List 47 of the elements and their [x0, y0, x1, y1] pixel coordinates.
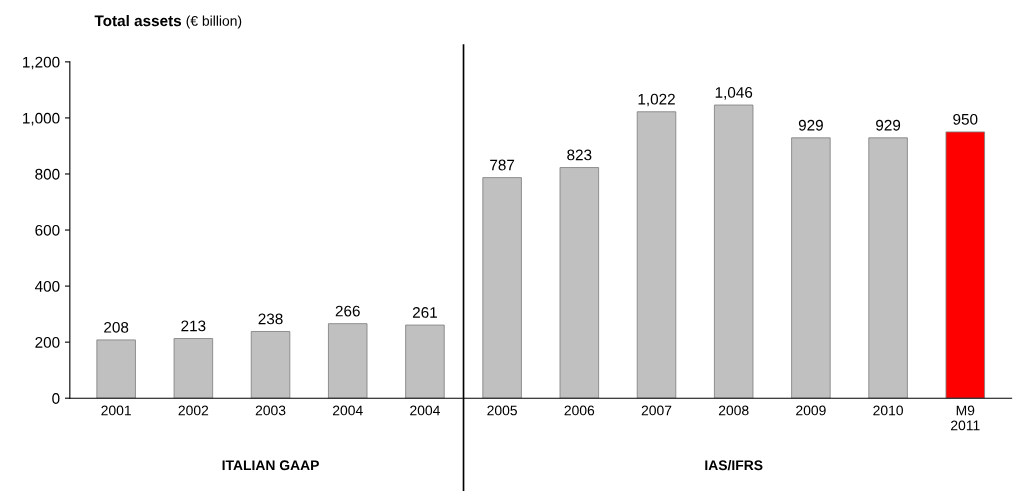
data-label: 950	[953, 113, 978, 125]
text: ITALIAN GAAP	[222, 460, 319, 471]
bar	[96, 339, 136, 399]
x-tick-label: 2002	[178, 405, 209, 416]
data-label: 1,046	[715, 87, 753, 100]
bar	[405, 324, 445, 399]
bar	[945, 131, 985, 399]
x-tick-label: 2003	[255, 405, 286, 416]
data-label: 1,022	[638, 93, 675, 107]
y-tick-label: 400	[34, 280, 60, 292]
bar	[791, 137, 831, 399]
x-tick-label: 2007	[641, 405, 672, 416]
x-tick-label: 2010	[873, 405, 903, 416]
bar	[868, 137, 908, 399]
x-tick-label: 2008	[718, 405, 749, 416]
x-tick-label: 2005	[487, 405, 517, 416]
x-tick-label: 2004	[332, 405, 363, 416]
chart-subtitle: (€ billion)	[186, 15, 242, 29]
x-tick-label: 2009	[796, 405, 826, 416]
x-tick-label: 2004	[410, 405, 440, 416]
y-tick-label: 0	[52, 393, 60, 404]
bar	[173, 338, 214, 399]
data-label: 266	[335, 305, 360, 317]
data-label: 823	[567, 149, 592, 161]
data-label: 261	[412, 307, 437, 318]
y-tick-label: 600	[35, 224, 60, 236]
bar	[713, 104, 754, 399]
y-tick-label: 1,000	[23, 112, 60, 126]
bar	[250, 331, 291, 399]
data-label: 929	[798, 119, 823, 131]
chart-title: Total assets	[94, 14, 182, 27]
bar	[636, 111, 677, 399]
x-tick-label: 2006	[564, 405, 595, 416]
data-label: 238	[258, 313, 283, 325]
data-label: 213	[181, 320, 206, 332]
data-label: 929	[876, 119, 901, 131]
data-label: 787	[490, 159, 515, 171]
y-tick-label: 1,200	[23, 56, 60, 70]
x-tick-label: M9 2011	[951, 405, 980, 431]
y-tick-label: 200	[35, 337, 60, 348]
bar	[482, 177, 522, 399]
x-tick-label: 2001	[101, 405, 131, 416]
bar	[328, 323, 368, 399]
bar	[559, 167, 600, 399]
data-label: 208	[104, 321, 129, 333]
y-tick-label: 800	[35, 168, 60, 180]
text: IAS/IFRS	[705, 459, 763, 471]
